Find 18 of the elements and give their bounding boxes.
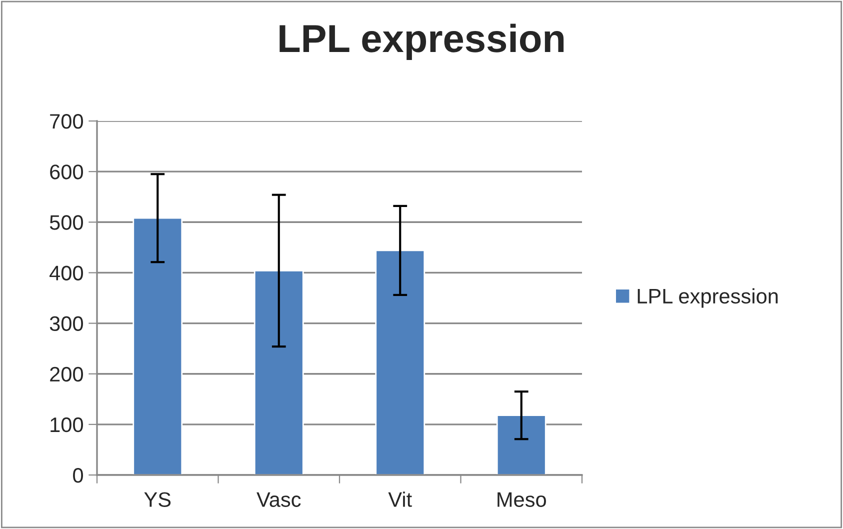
y-tick-label: 200 (50, 366, 83, 382)
x-tick-label: Meso (498, 492, 546, 507)
bar (496, 414, 546, 475)
x-tick-label: Vasc (256, 492, 301, 507)
y-tick-label: 600 (50, 164, 83, 180)
x-tick-label: YS (144, 492, 171, 507)
x-tick-label: Vit (388, 492, 412, 507)
y-tick-label: 400 (50, 266, 83, 280)
bar (375, 250, 426, 475)
y-tick-label: 700 (50, 114, 83, 129)
bar (254, 270, 304, 475)
y-tick-label: 0 (73, 468, 83, 483)
bar (132, 217, 183, 475)
chart-title: LPL expression (280, 24, 564, 60)
y-tick-label: 300 (50, 316, 83, 332)
legend-label: LPL expression (638, 288, 778, 308)
y-tick-label: 100 (50, 417, 83, 432)
y-tick-label: 500 (50, 215, 83, 230)
